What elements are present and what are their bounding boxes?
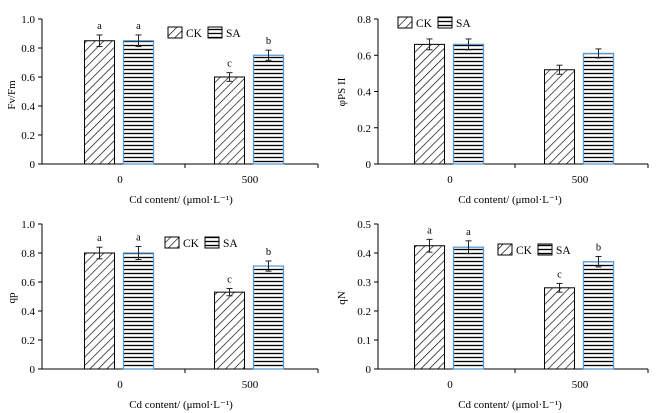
y-tick-label: 0.5 (357, 219, 371, 231)
y-axis-label: φPS II (336, 77, 348, 106)
legend-label-sa: SA (556, 245, 571, 257)
legend-label-sa: SA (456, 18, 471, 30)
x-tick-label: 500 (572, 379, 589, 391)
significance-letter: a (427, 225, 432, 236)
y-tick-label: 0.8 (357, 14, 371, 26)
bar-ck (544, 69, 575, 165)
y-tick-label: 0.4 (21, 306, 35, 318)
bar-sa (582, 261, 615, 370)
bar-ck (214, 291, 245, 370)
y-axis-label: qp (6, 292, 18, 304)
bar-ck (414, 245, 445, 370)
y-tick-label: 0 (30, 364, 36, 376)
bar-sa (122, 40, 155, 165)
y-tick-label: 0.8 (21, 248, 35, 260)
legend-swatch-sa (207, 26, 223, 39)
y-tick-label: 0.8 (21, 43, 35, 55)
y-tick-label: 0.6 (21, 72, 35, 84)
significance-letter: b (266, 36, 271, 47)
x-tick-label: 500 (572, 174, 589, 186)
legend-label-sa: SA (226, 28, 241, 40)
x-tick-label: 0 (117, 174, 123, 186)
y-tick-label: 0.1 (357, 335, 371, 347)
legend-label-ck: CK (186, 28, 203, 40)
legend: CK SA (397, 16, 471, 30)
y-tick-label: 0.3 (357, 277, 371, 289)
legend-swatch-ck (164, 236, 180, 249)
y-tick-label: 0.2 (21, 335, 35, 347)
legend-swatch-sa (537, 243, 553, 256)
y-axis-label: qN (336, 291, 348, 305)
legend-label-sa: SA (223, 238, 238, 250)
significance-letter: b (596, 242, 601, 253)
x-tick-label: 500 (242, 174, 259, 186)
legend: CK SA (167, 26, 241, 40)
bar-sa (252, 54, 285, 165)
panel-qp: qp Cd content/ (μmol·L⁻¹) 0 0.2 0.4 0.6 0.8 1… (6, 219, 319, 411)
bar-ck (214, 76, 245, 165)
y-tick-label: 1.0 (21, 14, 35, 26)
legend: CK SA (164, 236, 238, 250)
y-tick-label: 0.4 (21, 101, 35, 113)
y-tick-label: 0 (366, 159, 372, 171)
y-tick-label: 0.4 (357, 87, 371, 99)
x-axis-label: Cd content/ (μmol·L⁻¹) (458, 194, 562, 206)
bar-ck (84, 252, 115, 370)
y-tick-label: 0.2 (21, 130, 35, 142)
x-tick-label: 0 (447, 174, 453, 186)
y-tick-label: 0.4 (357, 248, 371, 260)
legend: CK SA (497, 243, 571, 257)
y-tick-label: 0.2 (357, 123, 371, 135)
y-axis-label: Fv/Fm (6, 80, 18, 110)
legend-swatch-ck (397, 16, 413, 29)
bar-ck (414, 43, 445, 165)
significance-letter: c (557, 269, 562, 280)
x-axis-label: Cd content/ (μmol·L⁻¹) (458, 399, 562, 411)
bar-sa (452, 246, 485, 370)
bar-sa (452, 43, 485, 165)
bar-sa (252, 265, 285, 370)
panel-phi-psii: φPS II Cd content/ (μmol·L⁻¹) 0 0.2 0.4 0.6… (336, 14, 649, 206)
legend-label-ck: CK (416, 18, 433, 30)
significance-letter: a (466, 227, 471, 238)
significance-letter: b (266, 247, 271, 258)
significance-letter: a (136, 21, 141, 32)
legend-label-ck: CK (183, 238, 200, 250)
legend-swatch-ck (497, 243, 513, 256)
legend-swatch-sa (437, 16, 453, 29)
x-axis-label: Cd content/ (μmol·L⁻¹) (129, 194, 233, 206)
x-axis-label: Cd content/ (μmol·L⁻¹) (129, 399, 233, 411)
significance-letter: a (136, 232, 141, 243)
y-tick-label: 0 (30, 159, 36, 171)
bar-ck (84, 40, 115, 165)
x-tick-label: 0 (117, 379, 123, 391)
y-tick-label: 0 (366, 364, 372, 376)
y-tick-label: 0.6 (357, 50, 371, 62)
legend-swatch-sa (204, 236, 220, 249)
significance-letter: c (227, 59, 232, 70)
significance-letter: c (227, 275, 232, 286)
x-tick-label: 0 (447, 379, 453, 391)
legend-swatch-ck (167, 26, 183, 39)
significance-letter: a (97, 21, 102, 32)
y-tick-label: 1.0 (21, 219, 35, 231)
bar-sa (122, 252, 155, 370)
bar-ck (544, 287, 575, 370)
panel-qn: qN Cd content/ (μmol·L⁻¹) 0 0.1 0.2 0.3 0.4 0… (336, 219, 649, 411)
significance-letter: a (97, 233, 102, 244)
y-tick-label: 0.2 (357, 306, 371, 318)
x-tick-label: 500 (242, 379, 259, 391)
y-tick-label: 0.6 (21, 277, 35, 289)
bar-sa (582, 52, 615, 165)
panel-fv-fm: Fv/Fm Cd content/ (μmol·L⁻¹) 0 0.2 0.4 0.6 0… (6, 14, 319, 206)
legend-label-ck: CK (516, 245, 533, 257)
